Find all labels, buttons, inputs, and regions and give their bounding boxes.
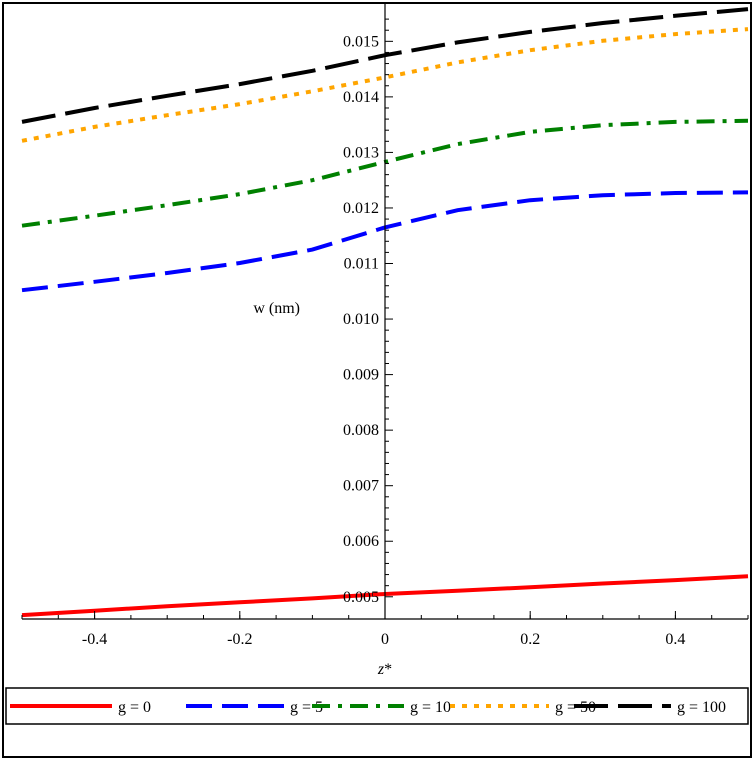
x-tick-label: -0.4 [82,631,107,648]
x-tick-label: 0 [381,631,389,648]
y-tick-label: 0.006 [343,533,379,550]
y-tick-label: 0.005 [343,589,379,606]
y-tick-label: 0.008 [343,422,379,439]
x-tick-label: 0.4 [665,631,685,648]
y-tick-label: 0.014 [343,89,379,106]
legend-label: g = 100 [677,699,726,716]
y-axis-label: w (nm) [253,300,300,317]
axes [22,4,748,620]
x-axis-label: z* [377,661,392,678]
series-line-3 [21,27,749,143]
legend-item: g = 100 [574,699,726,716]
y-tick-label: 0.009 [343,367,379,384]
x-tick-label: -0.2 [227,631,252,648]
y-tick-label: 0.007 [343,478,379,495]
y-tick-label: 0.012 [343,200,379,217]
ticks: 0.005 0.006 0.007 0.008 0.009 0.010 0.011 0.012… [21,18,749,648]
legend-item: g = 5 [186,699,323,716]
x-axis-label-star: * [384,661,392,678]
legend-label: g = 10 [410,699,451,716]
legend-label: g = 5 [290,699,323,716]
y-tick-label: 0.011 [344,256,379,273]
legend-item: g = 10 [312,699,451,716]
legend-label: g = 0 [118,699,151,716]
y-tick-label: 0.013 [343,144,379,161]
x-axis-label-var: z [377,661,385,678]
y-tick-label: 0.015 [343,33,379,50]
line-chart: 0.005 0.006 0.007 0.008 0.009 0.010 0.011 0.012… [5,4,749,725]
x-tick-label: 0.2 [520,631,540,648]
legend-item: g = 0 [10,699,151,716]
legend: g = 0g = 5g = 10g = 50g = 100 [5,687,749,725]
y-tick-label: 0.010 [343,311,379,328]
